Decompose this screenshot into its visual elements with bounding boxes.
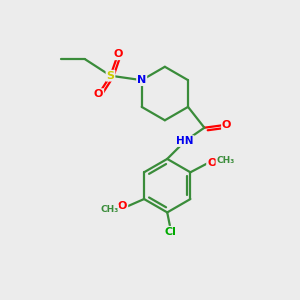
Text: O: O — [113, 49, 123, 59]
Text: CH₃: CH₃ — [100, 205, 118, 214]
Text: S: S — [106, 71, 115, 81]
Text: O: O — [94, 89, 103, 99]
Text: N: N — [137, 75, 146, 85]
Text: O: O — [222, 120, 231, 130]
Text: CH₃: CH₃ — [216, 156, 234, 165]
Text: HN: HN — [176, 136, 194, 146]
Text: O: O — [118, 202, 127, 212]
Text: O: O — [207, 158, 217, 168]
Text: Cl: Cl — [164, 227, 176, 237]
